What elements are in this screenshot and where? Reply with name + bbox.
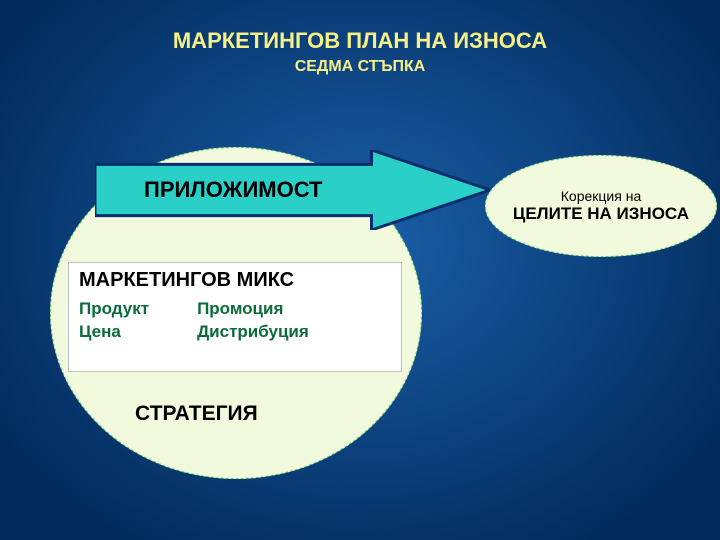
goals-ellipse: Корекция на ЦЕЛИТЕ НА ИЗНОСА <box>485 155 717 257</box>
mix-item: Промоция <box>197 298 309 321</box>
applicability-arrow: ПРИЛОЖИМОСТ <box>95 150 490 230</box>
goals-line1: Корекция на <box>561 188 641 204</box>
mix-columns: Продукт Цена Промоция Дистрибуция <box>79 298 391 344</box>
slide-subtitle: СЕДМА СТЪПКА <box>0 58 720 76</box>
mix-col-left: Продукт Цена <box>79 298 149 344</box>
mix-item: Цена <box>79 321 149 344</box>
mix-item: Дистрибуция <box>197 321 309 344</box>
mix-item: Продукт <box>79 298 149 321</box>
marketing-mix-box: МАРКЕТИНГОВ МИКС Продукт Цена Промоция Д… <box>68 262 402 372</box>
goals-line2: ЦЕЛИТЕ НА ИЗНОСА <box>513 204 689 224</box>
slide-title: МАРКЕТИНГОВ ПЛАН НА ИЗНОСА <box>0 28 720 54</box>
arrow-label: ПРИЛОЖИМОСТ <box>95 177 372 203</box>
slide: МАРКЕТИНГОВ ПЛАН НА ИЗНОСА СЕДМА СТЪПКА … <box>0 0 720 540</box>
mix-col-right: Промоция Дистрибуция <box>197 298 309 344</box>
mix-heading: МАРКЕТИНГОВ МИКС <box>79 269 391 292</box>
strategy-label: СТРАТЕГИЯ <box>135 402 258 426</box>
